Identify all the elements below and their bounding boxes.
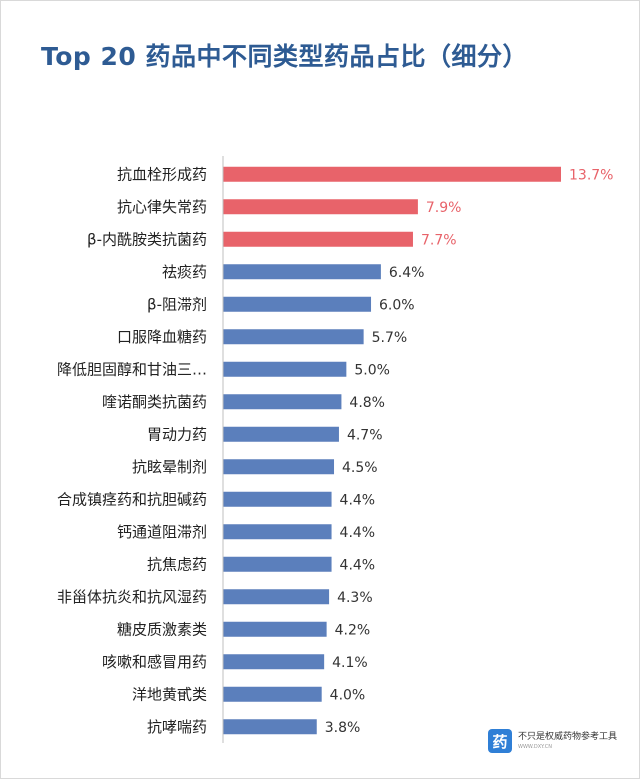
value-label: 5.7% (372, 330, 408, 346)
bar (223, 231, 413, 247)
bar (223, 459, 335, 475)
bar (223, 654, 325, 670)
value-label: 7.7% (421, 232, 457, 248)
bar (223, 199, 418, 215)
bar (223, 264, 381, 280)
category-label: 抗眩晕制剂 (132, 458, 207, 476)
value-label: 6.4% (389, 265, 425, 281)
bar (223, 719, 317, 735)
value-label: 13.7% (569, 167, 613, 183)
category-label: 糖皮质激素类 (117, 620, 207, 638)
watermark: 药 不只是权威药物参考工具 WWW.DXY.CN (488, 729, 617, 753)
value-label: 4.4% (340, 557, 376, 573)
value-label: 4.0% (330, 687, 366, 703)
category-label: 非甾体抗炎和抗风湿药 (57, 588, 207, 606)
category-label: 洋地黄甙类 (132, 685, 207, 703)
category-label: 喹诺酮类抗菌药 (102, 393, 207, 411)
category-label: β-阻滞剂 (147, 295, 207, 313)
bar (223, 686, 322, 702)
bar (223, 426, 339, 442)
value-label: 4.2% (335, 622, 371, 638)
watermark-name: 不只是权威药物参考工具 (518, 731, 618, 742)
value-label: 4.4% (340, 492, 376, 508)
bar (223, 329, 364, 345)
category-label: 抗焦虑药 (147, 555, 207, 573)
bar (223, 166, 561, 182)
value-label: 4.4% (340, 525, 376, 541)
chart-title: Top 20 药品中不同类型药品占比（细分） (41, 42, 529, 71)
category-label: 钙通道阻滞剂 (117, 523, 207, 541)
category-label: β-内酰胺类抗菌药 (87, 230, 207, 248)
bar (223, 556, 332, 572)
category-label: 祛痰药 (162, 263, 207, 281)
dxy-logo-icon: 药 (488, 729, 512, 753)
value-label: 3.8% (325, 720, 361, 736)
category-label: 抗哮喘药 (147, 718, 207, 736)
value-label: 4.7% (347, 427, 383, 443)
bar (223, 589, 330, 605)
bar (223, 296, 372, 312)
value-label: 4.5% (342, 460, 378, 476)
value-label: 7.9% (426, 200, 462, 216)
category-label: 抗心律失常药 (117, 198, 207, 216)
category-label: 胃动力药 (147, 425, 207, 443)
category-label: 口服降血糖药 (117, 328, 207, 346)
category-label: 抗血栓形成药 (117, 165, 207, 183)
category-label: 咳嗽和感冒用药 (102, 653, 207, 671)
category-label: 降低胆固醇和甘油三… (57, 360, 207, 378)
value-label: 5.0% (354, 362, 390, 378)
bar (223, 394, 342, 410)
value-label: 4.8% (349, 395, 385, 411)
value-label: 4.3% (337, 590, 373, 606)
bar (223, 621, 327, 637)
bar (223, 524, 332, 540)
category-label: 合成镇痉药和抗胆碱药 (57, 490, 207, 508)
value-label: 4.1% (332, 655, 368, 671)
bar (223, 491, 332, 507)
value-label: 6.0% (379, 297, 415, 313)
bar (223, 361, 347, 377)
watermark-url: WWW.DXY.CN (518, 743, 552, 750)
